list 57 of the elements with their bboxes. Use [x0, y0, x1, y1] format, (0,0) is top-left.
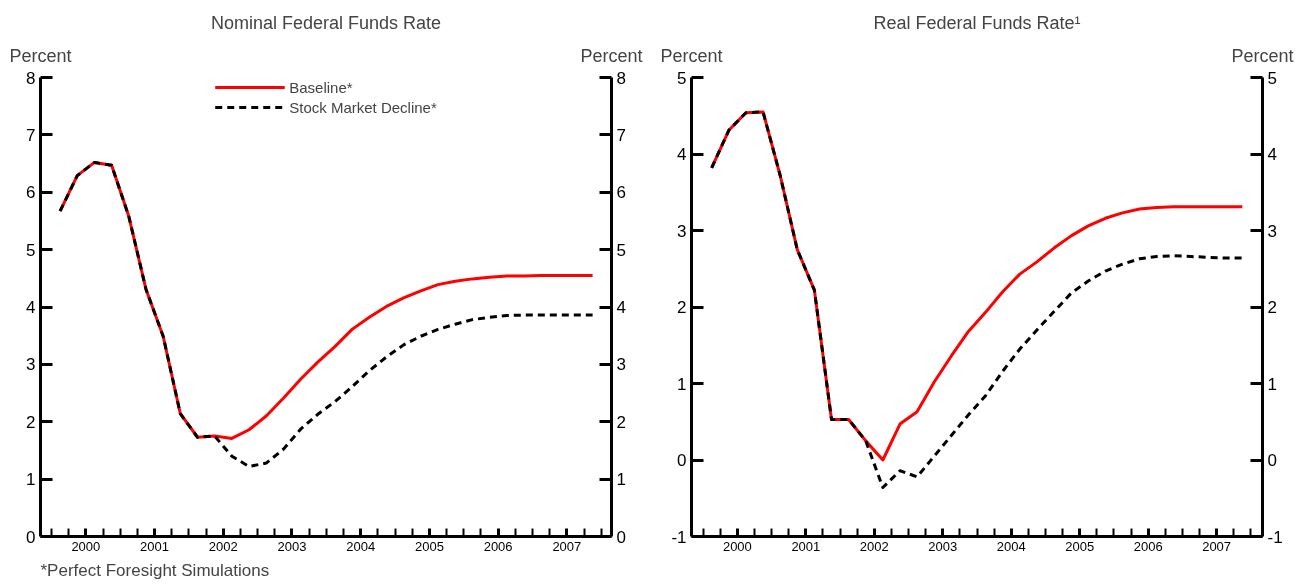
y-tick-label: 3 — [677, 221, 687, 241]
legend-label: Baseline* — [289, 78, 353, 96]
y2-tick-label: 4 — [616, 298, 626, 317]
y2-tick-label: 2 — [1267, 298, 1277, 317]
y2-tick-label: 3 — [616, 355, 626, 375]
x-tick-label: 2000 — [71, 538, 101, 554]
x-tick-label: 2005 — [1065, 538, 1095, 554]
y-tick-label: 6 — [26, 183, 36, 203]
y-tick-label: 2 — [26, 412, 36, 432]
x-tick-label: 2002 — [859, 538, 889, 554]
legend-label: Stock Market Decline* — [289, 98, 437, 116]
y-tick-label: 1 — [26, 470, 36, 490]
y2-axis-title: Percent — [580, 45, 643, 66]
x-tick-label: 2002 — [208, 538, 238, 554]
y2-tick-label: 0 — [616, 527, 626, 547]
chart-title: Real Federal Funds Rate¹ — [873, 12, 1081, 33]
y-tick-label: 4 — [677, 145, 687, 164]
x-tick-label: 2000 — [722, 538, 752, 554]
y-tick-label: 0 — [677, 451, 687, 470]
y-tick-label: 0 — [26, 527, 36, 547]
y-tick-label: 7 — [26, 125, 36, 145]
x-tick-label: 2004 — [996, 538, 1026, 554]
x-tick-label: 2006 — [1133, 538, 1163, 554]
x-tick-label: 2006 — [483, 538, 513, 554]
x-tick-label: 2003 — [277, 538, 307, 554]
y-tick-label: -1 — [671, 527, 687, 547]
y2-tick-label: 4 — [1267, 145, 1277, 164]
y2-tick-label: 7 — [616, 125, 626, 145]
y2-tick-label: 5 — [616, 240, 626, 260]
y-tick-label: 1 — [677, 374, 687, 394]
x-tick-label: 2007 — [1202, 538, 1232, 554]
y2-tick-label: -1 — [1267, 527, 1283, 547]
y-tick-label: 3 — [26, 355, 36, 375]
x-tick-label: 2004 — [346, 538, 376, 554]
y2-tick-label: 1 — [616, 470, 626, 490]
x-tick-label: 2001 — [791, 538, 821, 554]
x-tick-label: 2001 — [140, 538, 170, 554]
text: *Perfect Foresight Simulations — [40, 560, 270, 580]
y2-tick-label: 8 — [616, 68, 626, 88]
y-tick-label: 2 — [677, 298, 687, 317]
x-tick-label: 2007 — [552, 538, 582, 554]
y2-tick-label: 6 — [616, 183, 626, 203]
y2-tick-label: 3 — [1267, 221, 1277, 241]
y-tick-label: 5 — [677, 68, 687, 88]
y-tick-label: 5 — [26, 240, 36, 260]
x-tick-label: 2003 — [928, 538, 958, 554]
y2-tick-label: 0 — [1267, 451, 1277, 470]
x-tick-label: 2005 — [414, 538, 444, 554]
y2-tick-label: 2 — [616, 412, 626, 432]
y2-tick-label: 1 — [1267, 374, 1277, 394]
y2-tick-label: 5 — [1267, 68, 1277, 88]
y-axis-title: Percent — [9, 45, 72, 66]
chart-title: Nominal Federal Funds Rate — [210, 12, 442, 33]
y-axis-title: Percent — [660, 45, 723, 66]
y2-axis-title: Percent — [1231, 45, 1294, 66]
y-tick-label: 4 — [26, 298, 36, 317]
y-tick-label: 8 — [26, 68, 36, 88]
